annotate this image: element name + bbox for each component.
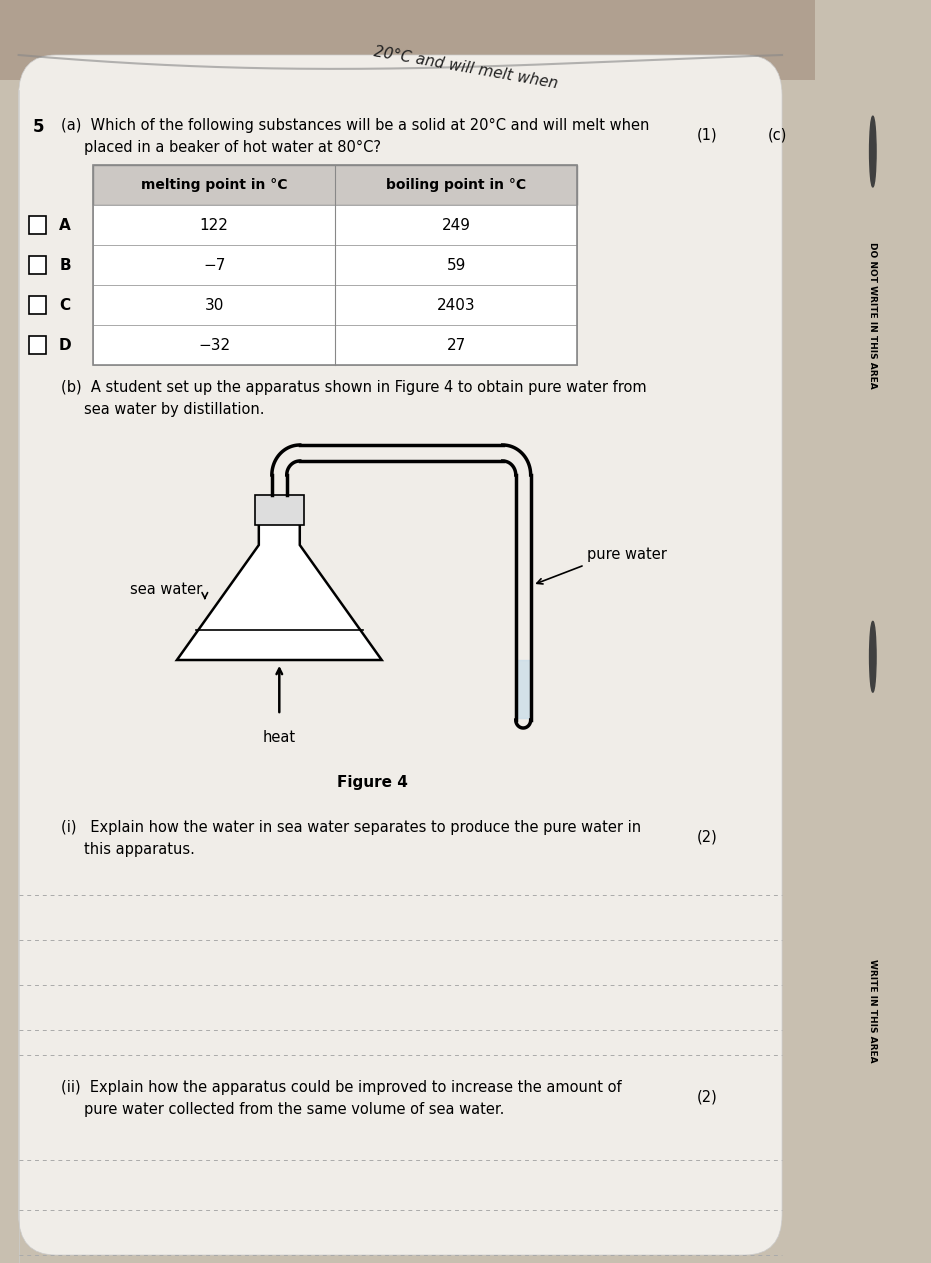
Text: pure water collected from the same volume of sea water.: pure water collected from the same volum… bbox=[84, 1103, 505, 1116]
Text: placed in a beaker of hot water at 80°C?: placed in a beaker of hot water at 80°C? bbox=[84, 140, 381, 155]
FancyBboxPatch shape bbox=[93, 165, 577, 205]
Text: sea water by distillation.: sea water by distillation. bbox=[84, 402, 264, 417]
Text: (2): (2) bbox=[697, 830, 718, 845]
Text: 30: 30 bbox=[205, 298, 223, 312]
FancyBboxPatch shape bbox=[93, 205, 577, 245]
Text: −7: −7 bbox=[203, 258, 225, 273]
Text: 2403: 2403 bbox=[437, 298, 476, 312]
FancyBboxPatch shape bbox=[19, 56, 782, 1255]
Text: WRITE IN THIS AREA: WRITE IN THIS AREA bbox=[869, 959, 877, 1062]
Text: A: A bbox=[60, 217, 71, 232]
Text: 122: 122 bbox=[199, 217, 229, 232]
Text: (c): (c) bbox=[768, 128, 787, 143]
Text: −32: −32 bbox=[198, 337, 230, 352]
Text: 59: 59 bbox=[447, 258, 466, 273]
FancyBboxPatch shape bbox=[93, 285, 577, 325]
FancyBboxPatch shape bbox=[29, 216, 46, 234]
Text: this apparatus.: this apparatus. bbox=[84, 842, 195, 858]
FancyBboxPatch shape bbox=[29, 296, 46, 314]
Text: B: B bbox=[60, 258, 71, 273]
Text: 249: 249 bbox=[441, 217, 471, 232]
FancyBboxPatch shape bbox=[29, 256, 46, 274]
Text: pure water: pure water bbox=[587, 547, 667, 562]
Text: (2): (2) bbox=[697, 1090, 718, 1105]
FancyBboxPatch shape bbox=[93, 325, 577, 365]
Circle shape bbox=[870, 621, 876, 692]
Text: heat: heat bbox=[263, 730, 296, 745]
Circle shape bbox=[870, 116, 876, 187]
Text: sea water: sea water bbox=[130, 582, 203, 597]
Text: melting point in °C: melting point in °C bbox=[141, 178, 288, 192]
Polygon shape bbox=[177, 510, 382, 661]
FancyBboxPatch shape bbox=[93, 245, 577, 285]
Text: 20°C and will melt when: 20°C and will melt when bbox=[372, 44, 559, 92]
Text: (ii)  Explain how the apparatus could be improved to increase the amount of: (ii) Explain how the apparatus could be … bbox=[61, 1080, 621, 1095]
Text: DO NOT WRITE IN THIS AREA: DO NOT WRITE IN THIS AREA bbox=[869, 242, 877, 389]
Text: (b)  A student set up the apparatus shown in Figure 4 to obtain pure water from: (b) A student set up the apparatus shown… bbox=[61, 380, 646, 395]
FancyBboxPatch shape bbox=[0, 0, 815, 80]
FancyBboxPatch shape bbox=[29, 336, 46, 354]
Text: boiling point in °C: boiling point in °C bbox=[386, 178, 526, 192]
Text: 5: 5 bbox=[33, 117, 44, 136]
Text: (1): (1) bbox=[697, 128, 718, 143]
Text: 27: 27 bbox=[447, 337, 466, 352]
FancyBboxPatch shape bbox=[255, 495, 304, 525]
Text: D: D bbox=[59, 337, 72, 352]
Text: C: C bbox=[60, 298, 71, 312]
Text: Figure 4: Figure 4 bbox=[337, 775, 408, 789]
Text: (a)  Which of the following substances will be a solid at 20°C and will melt whe: (a) Which of the following substances wi… bbox=[61, 117, 649, 133]
Text: (i)   Explain how the water in sea water separates to produce the pure water in: (i) Explain how the water in sea water s… bbox=[61, 820, 641, 835]
